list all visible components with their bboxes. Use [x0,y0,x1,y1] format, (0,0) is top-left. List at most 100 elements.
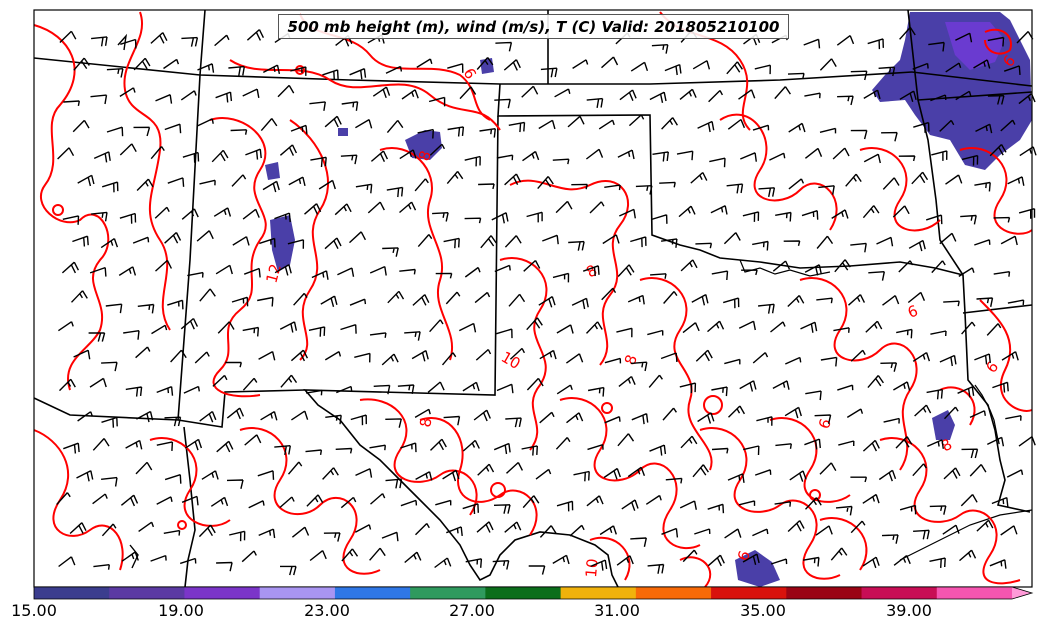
wind-barb [257,470,275,480]
wind-barb [878,66,896,77]
wind-barb [649,91,667,103]
wind-barb [242,326,260,337]
contour-line [639,277,713,471]
wind-barb [800,321,818,333]
wind-barb [340,324,357,334]
wind-barb [119,212,137,224]
wind-barb [1005,415,1022,421]
wind-barb [928,41,945,52]
wind-barb [850,349,866,362]
wind-barb [430,438,447,451]
wind-barb [465,558,483,568]
wind-barb [385,65,403,74]
wind-barb [969,464,987,477]
wind-barb [572,59,589,69]
wind-barb [930,94,947,102]
wind-barb [399,149,417,160]
wind-barb [819,58,837,71]
wind-barb [865,320,883,333]
wind-barb [474,291,491,304]
wind-barb [277,84,295,98]
wind-barb [566,412,584,424]
wind-barb [603,467,621,480]
wind-barb [70,290,88,303]
wind-barb [708,90,724,103]
wind-barb [73,349,91,360]
wind-barb [630,361,648,372]
wind-barb [354,352,371,363]
wind-barb [155,94,173,104]
wind-barb [679,88,697,100]
wind-barb [260,118,278,132]
wind-barb [955,32,973,43]
wind-barb [676,150,694,161]
wind-barb [170,349,187,363]
wind-barb [73,57,90,71]
colorbar-segment [334,587,411,599]
wind-barb [381,353,399,366]
wind-barb [217,321,235,334]
wind-barb [788,178,805,190]
wind-barb [242,377,258,391]
wind-barb [164,123,182,134]
wind-barb [100,238,119,249]
wind-barb [291,526,310,538]
wind-barb [645,494,662,505]
wind-barb [976,519,994,532]
wind-barb [427,381,445,393]
wind-barb [230,129,248,135]
wind-barb [306,494,324,507]
wind-barb [417,234,433,248]
wind-barb [627,294,645,305]
wind-barb [752,124,770,131]
wind-barb [846,408,864,418]
wind-barb [262,180,280,193]
wind-barb [385,478,403,489]
wind-barb [772,380,790,390]
wind-barb [899,26,916,40]
wind-barb [125,386,143,397]
wind-barb [850,129,868,140]
wind-barb [369,444,386,451]
wind-barb [293,292,308,306]
wind-barb [986,436,1005,447]
wind-barb [833,327,850,333]
wind-barb [318,179,336,190]
wind-barb [815,525,833,536]
wind-barb [216,561,233,572]
wind-barb [803,38,821,49]
contour-loop [601,402,613,414]
wind-barb [785,356,802,365]
wind-barb [197,63,215,73]
wind-barb [213,207,232,217]
wind-barb [617,149,635,160]
contour-line [879,437,1021,585]
wind-barb [881,534,899,544]
wind-barb [943,467,961,480]
wind-barb [754,64,771,75]
coastline [129,544,139,569]
colorbar-segment [1012,587,1032,599]
wind-barb [198,524,216,538]
contour-loop [703,395,723,415]
wind-barb [196,230,214,242]
colorbar [33,586,1034,600]
wind-barb [257,296,274,307]
wind-barb [974,181,991,192]
contour-line [229,59,501,131]
wind-barb [187,271,204,278]
wind-barb [324,351,342,361]
colorbar-tick-label: 23.00 [304,601,350,620]
wind-barb [72,119,90,133]
wind-barb [848,294,866,306]
wind-barb [387,290,405,304]
wind-barb [508,121,526,133]
wind-barb [590,559,608,571]
wind-barb [831,209,849,219]
wind-barb [373,384,391,395]
wind-barb [163,529,181,536]
wind-barb [181,36,199,47]
wind-barb [399,201,417,214]
colorbar-tick-label: 15.00 [11,601,57,620]
wind-barb [477,463,495,476]
